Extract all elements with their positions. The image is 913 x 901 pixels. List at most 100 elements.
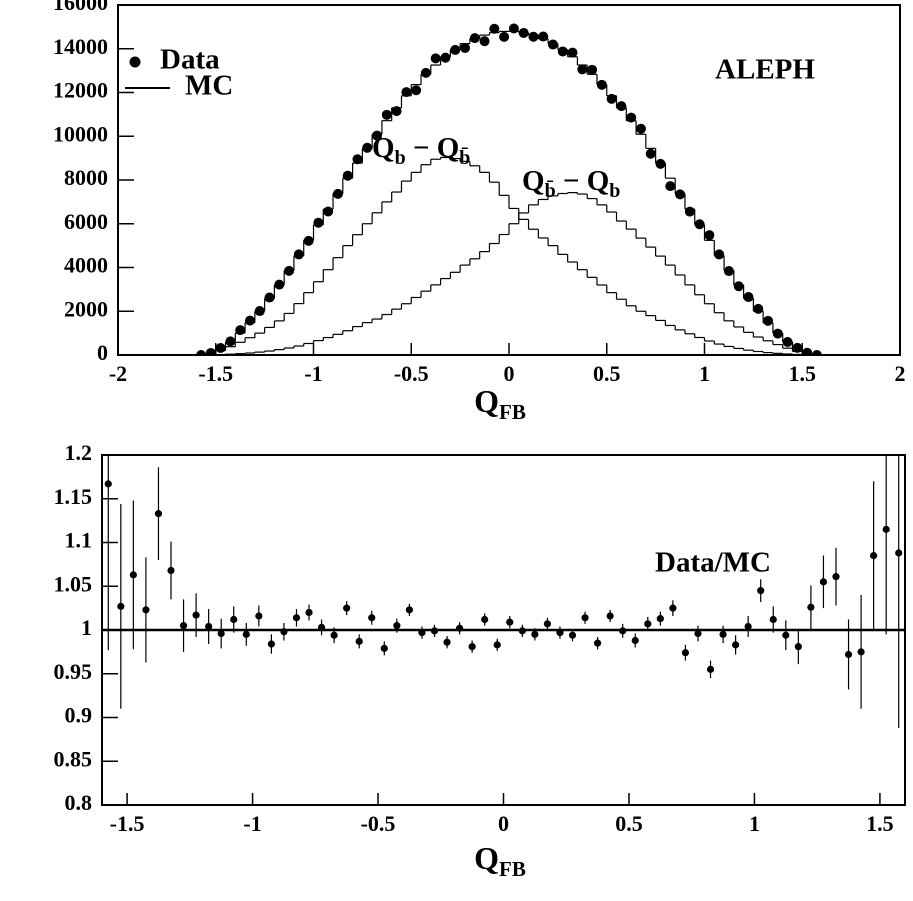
ratio-point — [305, 608, 313, 617]
ratio-point — [179, 622, 188, 630]
ratio-point — [732, 641, 740, 649]
y-tick-label: 1.15 — [54, 484, 93, 509]
y-tick-label: 0.85 — [54, 746, 93, 771]
ratio-point — [355, 637, 363, 645]
ratio-point — [531, 630, 539, 638]
ratio-point — [192, 611, 200, 619]
ratio-point — [393, 622, 401, 630]
x-tick-label: -0.5 — [394, 361, 429, 386]
ratio-point — [343, 604, 351, 612]
data-point — [479, 36, 490, 47]
data-point — [763, 315, 774, 326]
ratio-point — [506, 618, 514, 626]
data-point — [342, 170, 353, 181]
subscript: FB — [499, 400, 526, 424]
y-tick-label: 12000 — [53, 78, 108, 103]
data-point — [684, 206, 695, 217]
ratio-point — [857, 648, 865, 656]
data-point — [538, 31, 549, 42]
y-tick-label: 0 — [97, 340, 108, 365]
data-point — [264, 292, 275, 303]
ratio-point — [368, 614, 376, 622]
legend-label: Data — [160, 44, 220, 76]
annotation: ALEPH — [715, 54, 815, 86]
ratio-point — [794, 643, 802, 651]
ratio-point — [568, 631, 577, 639]
y-tick-label: 4000 — [64, 253, 108, 278]
y-tick-label: 16000 — [53, 0, 108, 15]
data-point — [420, 67, 431, 78]
x-axis-label: QFB — [474, 383, 526, 423]
ratio-point — [631, 636, 639, 645]
data-point — [362, 142, 373, 153]
data-point — [489, 23, 500, 34]
x-tick-label: 0 — [498, 811, 509, 836]
data-point — [323, 206, 334, 217]
y-tick-label: 6000 — [64, 209, 108, 234]
ratio-point — [292, 614, 301, 622]
data-point — [352, 154, 363, 165]
x-tick-label: -1.5 — [198, 361, 233, 386]
subscript: FB — [499, 857, 526, 881]
text-part: − Q — [556, 165, 610, 197]
ratio-point — [882, 525, 890, 533]
data-point — [587, 64, 598, 75]
ratio-point — [443, 638, 451, 646]
y-tick-label: 10000 — [53, 121, 108, 146]
data-point — [704, 230, 715, 241]
data-point — [293, 249, 304, 260]
data-point — [469, 33, 480, 44]
ratio-point — [606, 612, 614, 620]
data-point — [606, 93, 617, 104]
y-tick-label: 1.2 — [65, 440, 93, 465]
ratio-point — [644, 620, 652, 628]
ratio-point — [782, 631, 790, 639]
y-tick-label: 8000 — [64, 165, 108, 190]
ratio-point — [242, 630, 250, 638]
ratio-point — [895, 549, 903, 557]
ratio-point — [656, 615, 664, 623]
ratio-point — [807, 603, 815, 611]
ratio-point — [757, 587, 765, 595]
data-point — [557, 46, 568, 57]
text-part: Q — [474, 840, 499, 876]
y-tick-label: 0.9 — [65, 703, 93, 728]
data-point — [460, 42, 471, 53]
x-tick-label: -2 — [109, 361, 127, 386]
ratio-point — [117, 602, 125, 610]
text-part: Q — [372, 132, 395, 164]
ratio-point — [167, 566, 175, 575]
ratio-point — [217, 629, 225, 638]
data-point — [440, 52, 451, 63]
data-point — [244, 315, 255, 326]
ratio-point — [581, 614, 589, 622]
ratio-point — [255, 612, 263, 620]
ratio-point — [719, 630, 727, 638]
ratio-point — [819, 578, 828, 586]
ratio-point — [669, 604, 677, 612]
text-part: Q — [522, 165, 545, 197]
y-tick-label: 14000 — [53, 34, 108, 59]
ratio-point — [380, 644, 388, 652]
subscript: b̄ — [545, 179, 556, 202]
x-tick-label: 1 — [699, 361, 710, 386]
x-tick-label: -1.5 — [110, 811, 145, 836]
plot-area — [196, 23, 822, 355]
legend-marker — [129, 56, 141, 68]
text-part: Q — [474, 383, 499, 419]
curve-label: Qb̄ − Qb — [522, 165, 620, 202]
data-point — [313, 217, 324, 228]
y-tick-label: 1.1 — [65, 528, 93, 553]
x-tick-label: -1 — [243, 811, 261, 836]
data-point — [665, 181, 676, 192]
ratio-point — [681, 649, 690, 657]
y-tick-label: 1.05 — [54, 571, 93, 596]
subscript: b — [609, 180, 620, 202]
data-point — [772, 328, 783, 339]
data-point — [381, 109, 392, 120]
legend-label: MC — [185, 70, 233, 102]
x-axis-label: QFB — [474, 840, 526, 880]
ratio-point — [832, 573, 840, 581]
